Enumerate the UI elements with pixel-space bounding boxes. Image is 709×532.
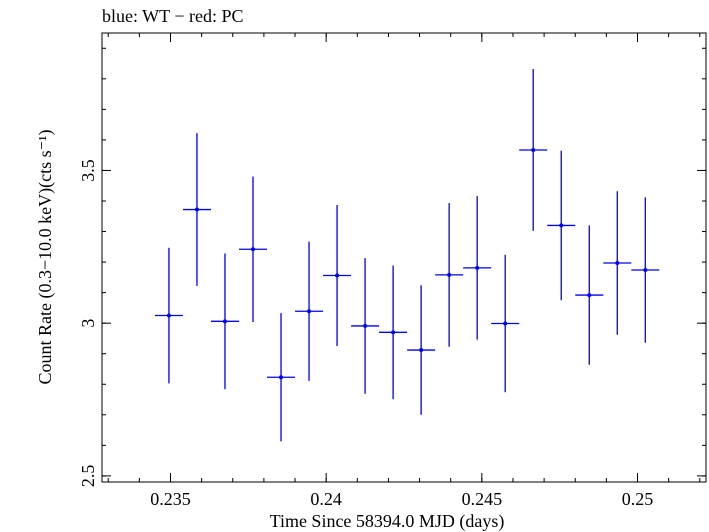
x-tick-label: 0.24	[310, 489, 342, 509]
point-marker	[475, 265, 480, 270]
point-marker	[335, 273, 340, 278]
data-point	[547, 150, 576, 301]
data-point	[238, 176, 268, 322]
point-marker	[447, 272, 452, 277]
data-point	[575, 225, 604, 365]
data-point	[463, 196, 492, 340]
data-point	[182, 133, 211, 286]
point-marker	[643, 268, 648, 273]
point-marker	[307, 309, 312, 314]
plot-frame	[101, 32, 707, 483]
x-tick-label: 0.235	[150, 489, 191, 509]
point-marker	[503, 321, 508, 326]
x-tick-label: 0.25	[622, 489, 654, 509]
point-marker	[391, 330, 396, 335]
point-marker	[615, 260, 620, 265]
point-marker	[559, 223, 564, 228]
data-point	[295, 241, 324, 381]
point-marker	[279, 375, 284, 380]
point-marker	[531, 147, 536, 152]
point-marker	[363, 323, 368, 328]
point-marker	[587, 293, 592, 298]
data-points	[154, 69, 660, 442]
data-point	[267, 313, 296, 442]
point-marker	[419, 348, 424, 353]
data-point	[351, 258, 380, 394]
data-point	[631, 197, 660, 343]
y-axis-label: Count Rate (0.3−10.0 keV)(cts s⁻¹)	[35, 129, 56, 384]
y-tick-label: 3	[78, 319, 98, 328]
data-point	[379, 265, 408, 400]
y-tick-label: 3.5	[78, 159, 98, 182]
point-marker	[251, 247, 255, 252]
tick-labels: 0.235 0.24 0.245 0.25 2.5 3 3.5	[78, 159, 653, 509]
data-point	[491, 254, 520, 393]
chart-title: blue: WT − red: PC	[102, 6, 243, 26]
axis-ticks	[102, 33, 706, 482]
data-point	[435, 203, 464, 347]
data-point	[323, 204, 352, 347]
x-tick-label: 0.245	[462, 489, 503, 509]
point-marker	[166, 313, 171, 318]
data-point	[407, 285, 436, 415]
data-point	[210, 253, 239, 390]
data-point	[519, 69, 548, 231]
point-marker	[194, 207, 199, 212]
data-point	[603, 191, 632, 335]
data-point	[154, 247, 183, 384]
x-axis-label: Time Since 58394.0 MJD (days)	[270, 511, 505, 532]
point-marker	[222, 319, 227, 324]
y-tick-label: 2.5	[78, 465, 98, 488]
